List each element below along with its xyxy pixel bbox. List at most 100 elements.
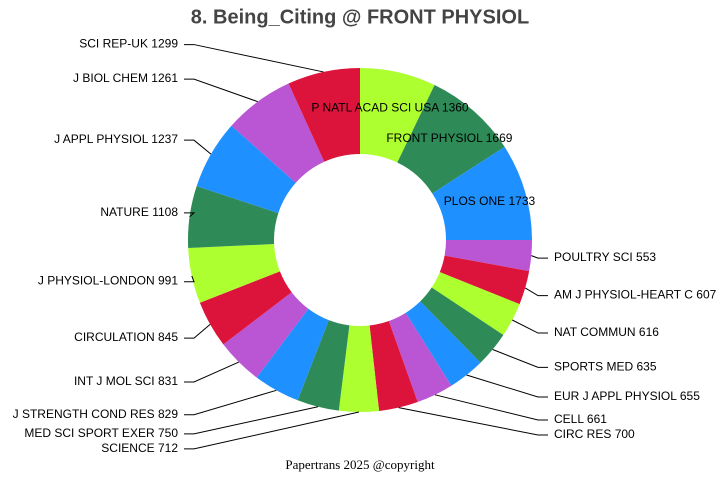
leader-line	[524, 287, 548, 297]
slice-label: MED SCI SPORT EXER 750	[24, 426, 178, 440]
label-value: 1669	[486, 131, 513, 145]
slice-label: PLOS ONE 1733	[444, 194, 536, 208]
label-value: 655	[680, 389, 700, 403]
slice	[199, 271, 292, 345]
slice	[432, 146, 532, 240]
slice	[297, 320, 350, 411]
slice	[223, 292, 309, 378]
slice-label: CIRCULATION 845	[74, 330, 178, 344]
slice-label: J PHYSIOL-LONDON 991	[38, 274, 178, 288]
label-name: CELL	[554, 412, 584, 426]
label-value: 829	[158, 407, 178, 421]
leader-line	[434, 394, 548, 421]
label-value: 1237	[151, 132, 178, 146]
label-value: 607	[696, 288, 716, 302]
label-name: EUR J APPL PHYSIOL	[554, 389, 677, 403]
label-value: 616	[639, 325, 659, 339]
label-value: 1108	[152, 205, 178, 219]
label-name: PLOS ONE	[444, 194, 505, 208]
slice	[188, 244, 280, 303]
slice	[405, 301, 481, 386]
leader-line	[184, 275, 195, 283]
slice	[338, 325, 380, 413]
slice	[439, 255, 530, 305]
slice-label: CELL 661	[554, 412, 607, 426]
label-value: 831	[158, 374, 178, 388]
leader-line	[184, 411, 360, 450]
leader-line	[184, 212, 196, 218]
label-name: SPORTS MED	[554, 359, 633, 373]
label-value: 635	[636, 359, 656, 373]
label-name: NAT COMMUN	[554, 325, 636, 339]
label-name: P NATL ACAD SCI USA	[311, 101, 439, 115]
slice	[431, 272, 520, 336]
slice-label: NATURE 1108	[100, 205, 178, 219]
leader-line	[466, 374, 548, 398]
leader-line	[184, 406, 318, 435]
slice-label: SCIENCE 712	[101, 441, 178, 455]
footer: Papertrans 2025 @copyright	[285, 457, 435, 472]
slice-label: P NATL ACAD SCI USA 1360	[311, 101, 469, 115]
slice	[397, 85, 505, 194]
slice-label: INT J MOL SCI 831	[74, 374, 178, 388]
slice-label: FRONT PHYSIOL 1669	[386, 131, 512, 145]
slice	[369, 321, 418, 411]
leader-line	[184, 389, 277, 416]
slice-label: POULTRY SCI 553	[554, 250, 656, 264]
slice-label: J STRENGTH COND RES 829	[13, 407, 179, 421]
slice-label: AM J PHYSIOL-HEART C 607	[554, 288, 717, 302]
label-name: CIRC RES	[554, 427, 611, 441]
label-value: 700	[615, 427, 635, 441]
slice	[187, 186, 279, 249]
label-name: J BIOL CHEM	[73, 71, 148, 85]
label-name: J APPL PHYSIOL	[54, 132, 149, 146]
slice	[256, 308, 329, 401]
label-value: 845	[158, 330, 178, 344]
slice	[444, 239, 532, 272]
label-name: MED SCI SPORT EXER	[24, 426, 155, 440]
label-name: FRONT PHYSIOL	[386, 131, 483, 145]
slice	[388, 312, 452, 403]
slice-label: SPORTS MED 635	[554, 359, 657, 373]
label-value: 1261	[151, 71, 178, 85]
slice	[288, 68, 360, 162]
slice-label: J APPL PHYSIOL 1237	[54, 132, 178, 146]
slice	[196, 125, 296, 214]
slice-label: EUR J APPL PHYSIOL 655	[554, 389, 700, 403]
label-value: 553	[636, 250, 656, 264]
label-name: CIRCULATION	[74, 330, 154, 344]
leader-line	[184, 361, 240, 383]
leader-line	[512, 319, 548, 334]
label-name: AM J PHYSIOL-HEART C	[554, 288, 693, 302]
label-value: 750	[158, 426, 178, 440]
label-value: 712	[158, 441, 178, 455]
leader-line	[531, 255, 548, 259]
label-name: SCI REP-UK	[79, 37, 148, 51]
label-name: INT J MOL SCI	[74, 374, 155, 388]
slice-label: CIRC RES 700	[554, 427, 635, 441]
leader-line	[184, 139, 212, 155]
leader-line	[398, 407, 548, 436]
slice	[420, 287, 504, 363]
leader-line	[184, 324, 211, 339]
label-name: J PHYSIOL-LONDON	[38, 274, 155, 288]
label-name: POULTRY SCI	[554, 250, 633, 264]
label-value: 661	[587, 412, 607, 426]
slice	[360, 68, 435, 163]
label-name: J STRENGTH COND RES	[13, 407, 155, 421]
label-value: 1733	[509, 194, 536, 208]
slice-label: NAT COMMUN 616	[554, 325, 659, 339]
slice	[231, 83, 325, 183]
slice-label: J BIOL CHEM 1261	[73, 71, 178, 85]
leader-line	[492, 349, 548, 368]
chart-title: 8. Being_Citing @ FRONT PHYSIOL	[191, 6, 529, 28]
label-value: 1360	[442, 101, 469, 115]
leader-line	[184, 44, 324, 73]
label-value: 991	[158, 274, 178, 288]
label-name: SCIENCE	[101, 441, 154, 455]
label-name: NATURE	[100, 205, 148, 219]
leader-line	[184, 78, 258, 103]
label-value: 1299	[151, 37, 178, 51]
slice-label: SCI REP-UK 1299	[79, 37, 178, 51]
